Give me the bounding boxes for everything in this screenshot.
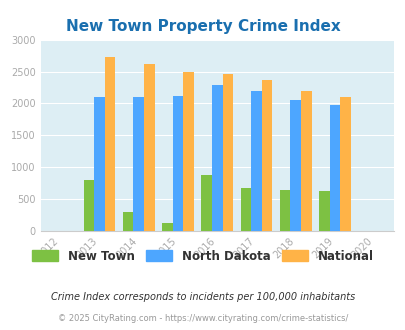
Bar bbox=[172, 96, 183, 231]
Bar bbox=[300, 91, 311, 231]
Bar bbox=[162, 223, 172, 231]
Text: New Town Property Crime Index: New Town Property Crime Index bbox=[66, 19, 339, 34]
Bar bbox=[318, 191, 329, 231]
Bar bbox=[339, 97, 350, 231]
Text: Crime Index corresponds to incidents per 100,000 inhabitants: Crime Index corresponds to incidents per… bbox=[51, 292, 354, 302]
Legend: New Town, North Dakota, National: New Town, North Dakota, National bbox=[29, 246, 376, 266]
Bar bbox=[123, 212, 133, 231]
Bar bbox=[251, 91, 261, 231]
Bar bbox=[104, 57, 115, 231]
Bar bbox=[279, 190, 290, 231]
Bar bbox=[201, 176, 211, 231]
Bar bbox=[83, 180, 94, 231]
Bar bbox=[261, 81, 272, 231]
Bar bbox=[240, 188, 251, 231]
Bar bbox=[144, 64, 154, 231]
Bar bbox=[329, 105, 339, 231]
Bar bbox=[222, 74, 232, 231]
Bar bbox=[133, 97, 144, 231]
Bar bbox=[94, 97, 104, 231]
Bar bbox=[290, 100, 300, 231]
Bar bbox=[211, 85, 222, 231]
Text: © 2025 CityRating.com - https://www.cityrating.com/crime-statistics/: © 2025 CityRating.com - https://www.city… bbox=[58, 314, 347, 323]
Bar bbox=[183, 72, 193, 231]
